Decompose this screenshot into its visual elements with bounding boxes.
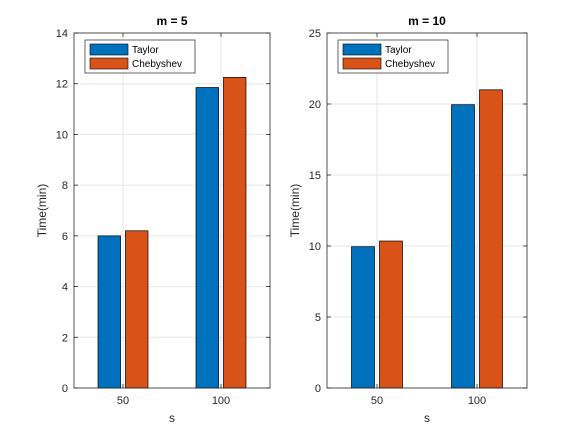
legend-swatch-chebyshev — [89, 57, 129, 70]
x-tick-label: 50 — [117, 395, 129, 407]
bar-taylor-100 — [451, 104, 475, 389]
x-axis-label: s — [424, 411, 430, 425]
x-axis-label: s — [169, 411, 175, 425]
y-tick-label: 8 — [62, 180, 68, 192]
x-tick-label: 50 — [371, 395, 383, 407]
y-axis-label: Time(min) — [35, 184, 49, 238]
legend: Taylor Chebyshev — [337, 39, 449, 74]
chart-panel-2: 0 5 10 15 20 25 50 100 m = 10 s Time(min) Taylor Che… — [288, 14, 528, 425]
chart-panel-1: 0 2 4 6 8 10 12 14 50 100 m = 5 s Time(min) Taylor Che… — [35, 14, 271, 425]
y-tick-label: 10 — [309, 241, 321, 253]
legend-swatch-chebyshev — [342, 57, 382, 70]
y-tick-label: 4 — [62, 282, 68, 294]
legend: Taylor Chebyshev — [84, 39, 196, 74]
legend-label-taylor: Taylor — [385, 45, 412, 56]
y-tick-label: 25 — [309, 28, 321, 40]
legend-label-chebyshev: Chebyshev — [132, 59, 182, 70]
y-tick-label: 0 — [62, 383, 68, 395]
y-tick-label: 0 — [315, 383, 321, 395]
chart-title: m = 10 — [408, 14, 446, 28]
y-tick-label: 10 — [56, 129, 68, 141]
bar-chebyshev-100 — [223, 77, 247, 389]
axes-box — [326, 32, 528, 389]
chart-title: m = 5 — [156, 14, 187, 28]
legend-swatch-taylor — [89, 43, 129, 56]
y-tick-label: 20 — [309, 99, 321, 111]
bar-chebyshev-100 — [479, 89, 503, 389]
y-tick-label: 15 — [309, 170, 321, 182]
x-tick-label: 100 — [468, 395, 486, 407]
x-tick-label: 100 — [212, 395, 230, 407]
y-axis-label: Time(min) — [288, 184, 302, 238]
legend-label-taylor: Taylor — [132, 45, 159, 56]
y-tick-label: 2 — [62, 332, 68, 344]
bar-taylor-50 — [97, 235, 121, 389]
bar-taylor-50 — [351, 246, 375, 389]
y-tick-label: 12 — [56, 79, 68, 91]
y-tick-label: 6 — [62, 231, 68, 243]
axes-box — [73, 32, 271, 389]
y-tick-label: 5 — [315, 312, 321, 324]
y-tick-label: 14 — [56, 28, 68, 40]
legend-label-chebyshev: Chebyshev — [385, 59, 435, 70]
bar-taylor-100 — [195, 87, 219, 389]
bar-chebyshev-50 — [379, 240, 403, 389]
legend-swatch-taylor — [342, 43, 382, 56]
bar-chebyshev-50 — [125, 230, 149, 389]
